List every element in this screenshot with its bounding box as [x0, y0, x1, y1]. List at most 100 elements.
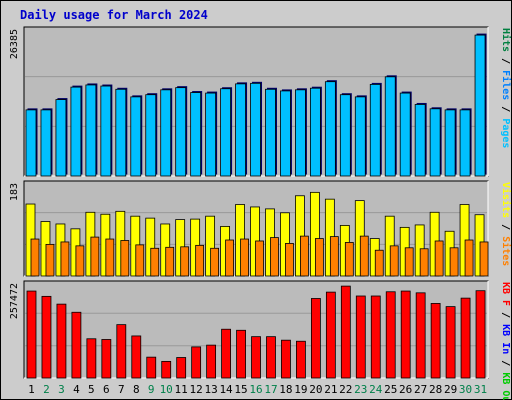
sites-bar	[300, 235, 309, 277]
day-label: 25	[384, 383, 397, 396]
pages-bar	[414, 104, 426, 177]
legend-separator: /	[500, 354, 511, 372]
sites-bar	[180, 246, 190, 277]
pages-bar	[25, 109, 37, 177]
legend-item: Hits	[500, 28, 512, 52]
ymax-label: 183	[9, 183, 20, 201]
sites-bar	[150, 247, 160, 277]
day-label: 27	[414, 383, 427, 396]
kbf-bar	[281, 339, 291, 379]
kbf-bar	[430, 303, 441, 379]
sites-bar	[225, 239, 234, 277]
kbf-bar	[415, 292, 426, 379]
ymax-label: 257472	[9, 283, 20, 319]
sites-bar	[344, 242, 354, 277]
sites-bar	[75, 245, 85, 277]
day-label: 18	[279, 383, 292, 396]
sites-bar	[45, 243, 55, 277]
kbf-bar	[385, 291, 396, 379]
chart-title: Daily usage for March 2024	[20, 8, 208, 22]
sites-bar	[30, 238, 40, 277]
kbf-bar	[116, 324, 127, 379]
day-label: 7	[118, 383, 125, 396]
kbf-bar	[236, 329, 246, 379]
day-label: 6	[103, 383, 110, 396]
day-label: 26	[399, 383, 412, 396]
kbf-bar	[266, 336, 276, 379]
pages-bar	[459, 109, 471, 177]
panel-1: 26385 Hits / Files / Pages	[9, 26, 512, 177]
pages-bar	[130, 96, 142, 177]
pages-bar	[85, 84, 97, 177]
day-label: 5	[88, 383, 95, 396]
pages-bar	[295, 89, 306, 177]
day-label: 2	[43, 383, 50, 396]
legend-item: Visits	[500, 182, 512, 218]
legend-separator: /	[500, 218, 511, 236]
kbf-bar	[340, 285, 351, 379]
sites-bar	[389, 245, 399, 277]
day-label: 8	[133, 383, 140, 396]
pages-bar	[220, 88, 231, 177]
day-label: 29	[444, 383, 457, 396]
sites-bar	[479, 241, 489, 277]
sites-bar	[270, 237, 279, 277]
visits-bar	[205, 215, 216, 277]
kbf-bar	[296, 340, 306, 379]
day-label: 22	[339, 383, 352, 396]
kbf-bar	[71, 311, 82, 379]
sites-bar	[120, 240, 130, 277]
kbf-bar	[445, 306, 456, 379]
kbf-bar	[355, 295, 366, 379]
kbf-bar	[460, 297, 471, 379]
sites-bar	[449, 247, 459, 277]
panel-3: 257472 KB F / KB In / KB Out	[9, 280, 511, 400]
kbf-bar	[325, 291, 336, 379]
kbf-bar	[310, 298, 321, 379]
day-label: 19	[294, 383, 307, 396]
legend-separator: /	[500, 306, 511, 324]
legend-item: KB F	[500, 282, 511, 306]
day-label: 4	[73, 383, 80, 396]
day-label: 9	[148, 383, 155, 396]
sites-bar	[210, 247, 220, 277]
pages-bar	[190, 92, 202, 177]
day-label: 17	[264, 383, 277, 396]
kbf-bar	[475, 290, 486, 379]
sites-bar	[374, 249, 384, 277]
legend: Hits / Files / Pages	[500, 28, 512, 148]
pages-bar	[474, 34, 486, 177]
kbf-bar	[206, 344, 217, 379]
sites-bar	[464, 239, 474, 277]
legend-item: KB Out	[500, 372, 511, 400]
pages-bar	[175, 87, 187, 177]
pages-bar	[354, 96, 366, 177]
pages-bar	[309, 87, 321, 177]
visits-bar	[145, 217, 156, 277]
day-label: 16	[249, 383, 262, 396]
pages-bar	[280, 90, 291, 177]
legend: Visits / Sites	[500, 182, 512, 266]
day-label: 10	[160, 383, 173, 396]
kbf-bar	[101, 339, 112, 379]
day-label: 28	[429, 383, 442, 396]
legend-item: KB In	[500, 324, 511, 354]
pages-bar	[399, 92, 411, 177]
sites-bar	[135, 244, 145, 277]
pages-bar	[70, 86, 82, 177]
legend: KB F / KB In / KB Out	[500, 282, 511, 400]
sites-bar	[240, 238, 249, 277]
sites-bar	[195, 244, 205, 277]
kbf-bar	[370, 295, 381, 379]
legend-item: Sites	[500, 236, 512, 266]
kbf-bar	[86, 338, 97, 379]
sites-bar	[165, 246, 175, 277]
legend-item: Pages	[500, 118, 511, 148]
pages-bar	[160, 89, 172, 177]
pages-bar	[339, 94, 351, 177]
kbf-bar	[146, 356, 157, 379]
pages-bar	[250, 82, 261, 177]
sites-bar	[434, 240, 444, 277]
kbf-bar	[221, 328, 231, 379]
kbf-bar	[131, 335, 142, 379]
